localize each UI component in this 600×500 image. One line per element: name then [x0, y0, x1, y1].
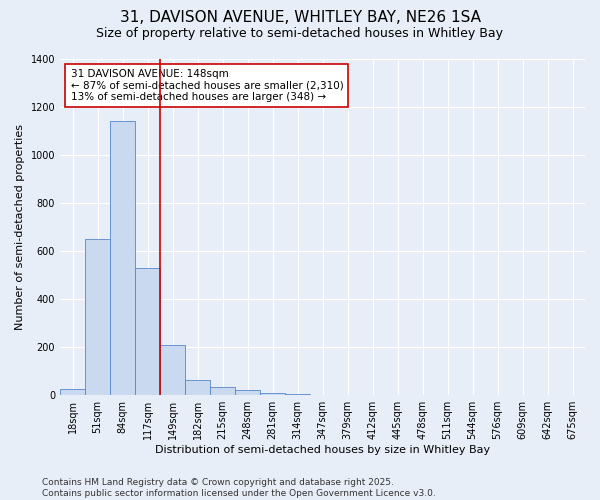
Text: 31 DAVISON AVENUE: 148sqm
← 87% of semi-detached houses are smaller (2,310)
13% : 31 DAVISON AVENUE: 148sqm ← 87% of semi-… [71, 69, 343, 102]
X-axis label: Distribution of semi-detached houses by size in Whitley Bay: Distribution of semi-detached houses by … [155, 445, 490, 455]
Y-axis label: Number of semi-detached properties: Number of semi-detached properties [15, 124, 25, 330]
Bar [110, 122, 135, 395]
Bar [260, 393, 285, 395]
Bar [210, 387, 235, 395]
Bar [160, 345, 185, 395]
Bar [85, 239, 110, 395]
Text: 31, DAVISON AVENUE, WHITLEY BAY, NE26 1SA: 31, DAVISON AVENUE, WHITLEY BAY, NE26 1S… [119, 10, 481, 25]
Bar [60, 389, 85, 395]
Bar [285, 394, 310, 395]
Bar [185, 380, 210, 395]
Text: Contains HM Land Registry data © Crown copyright and database right 2025.
Contai: Contains HM Land Registry data © Crown c… [42, 478, 436, 498]
Bar [135, 268, 160, 395]
Text: Size of property relative to semi-detached houses in Whitley Bay: Size of property relative to semi-detach… [97, 28, 503, 40]
Bar [235, 390, 260, 395]
